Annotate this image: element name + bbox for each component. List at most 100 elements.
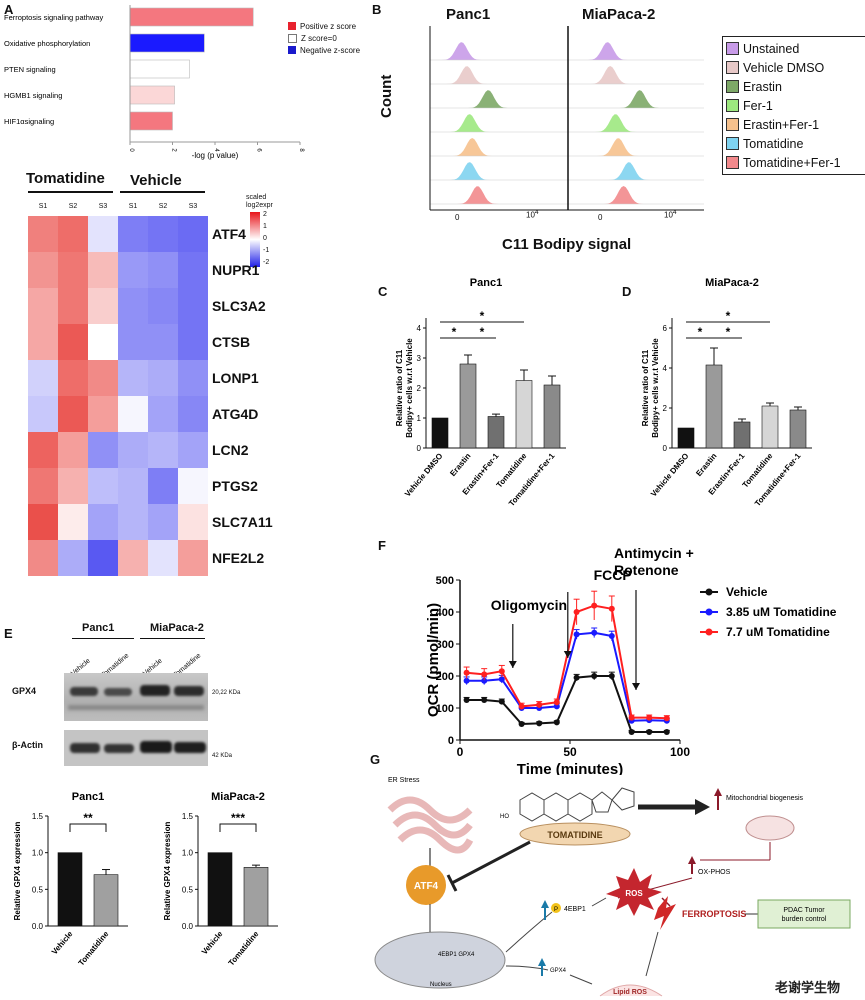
atf4-label: ATF4 — [414, 881, 439, 892]
gene-label: ATG4D — [212, 406, 259, 422]
ocr-point — [573, 631, 580, 638]
flow-histogram — [570, 66, 704, 84]
gene-label: NFE2L2 — [212, 550, 265, 566]
ocr-point — [498, 698, 505, 705]
heatmap-cell — [88, 360, 118, 396]
ocr-ytick-label: 400 — [436, 607, 454, 619]
ferroptosis-label: FERROPTOSIS — [682, 909, 746, 919]
gpx4-label: GPX4 — [550, 968, 567, 974]
gene-label: SLC3A2 — [212, 298, 266, 314]
heatmap-cell — [28, 504, 58, 540]
heatmap-cell — [118, 252, 148, 288]
pathway-bar-chart: Ferroptosis signaling pathway Oxidative p… — [4, 5, 304, 160]
gene-label: CTSB — [212, 334, 251, 350]
heatmap-cell — [88, 288, 118, 324]
heatmap-row — [28, 360, 208, 396]
heatmap-cell — [58, 468, 88, 504]
heatmap-cell — [28, 216, 58, 252]
flow-tick-4a: 104 — [526, 209, 539, 220]
flow-legend-label: Tomatidine — [743, 136, 804, 151]
gpx4-bar — [207, 852, 233, 927]
flow-histogram — [432, 90, 566, 108]
ocr-point — [591, 629, 598, 636]
ocr-point — [646, 729, 653, 735]
scale-tick: 2 — [263, 211, 267, 218]
flow-legend-item: Unstained — [726, 39, 864, 58]
ocr-point — [663, 729, 670, 735]
ocr-point — [553, 703, 560, 710]
ocr-point — [553, 719, 560, 726]
inhibit-arrow — [451, 840, 531, 885]
heatmap-cell — [118, 216, 148, 252]
bar-category-label: Vehicle DMSO — [403, 452, 444, 499]
heatmap-cell — [178, 504, 208, 540]
gpx4-chart-title: MiaPaca-2 — [211, 791, 265, 803]
sample-label: S2 — [158, 203, 168, 210]
flow-legend-label: Erastin+Fer-1 — [743, 117, 820, 132]
group-line-tomatidine — [28, 191, 113, 193]
gpx4-chart-title: Panc1 — [72, 791, 104, 803]
lipid-to-ferro — [645, 931, 659, 977]
group-line-vehicle — [120, 191, 205, 193]
ocr-point — [646, 714, 653, 721]
heatmap-colorbar — [250, 212, 260, 267]
panel-label-f: F — [378, 538, 386, 553]
heatmap-row — [28, 468, 208, 504]
flow-legend: Unstained Vehicle DMSO Erastin Fer-1 Erastin… — [722, 36, 865, 175]
flow-histogram — [432, 66, 566, 84]
heatmap-cell — [178, 324, 208, 360]
ocr-point — [463, 669, 470, 676]
band — [174, 686, 204, 696]
ocr-point — [628, 729, 635, 735]
ocr-annotation-arrowhead — [563, 651, 572, 658]
tomatidine-label: TOMATIDINE — [547, 830, 602, 840]
pathway-tick-label: 0 — [128, 148, 134, 152]
flow-legend-item: Fer-1 — [726, 96, 864, 115]
chart-title: Panc1 — [470, 277, 502, 289]
chart-ytick-label: 4 — [663, 364, 668, 373]
tomatidine-node — [519, 822, 631, 846]
ocr-point — [663, 715, 670, 722]
ocr-point — [573, 674, 580, 681]
tick-base: 10 — [526, 210, 535, 220]
blot-title-panc1: Panc1 — [82, 622, 115, 634]
blot-gpx4 — [64, 673, 208, 721]
up-arrowhead — [541, 900, 549, 908]
flow-histogram — [570, 42, 704, 60]
chart-ytick-label: 0 — [663, 444, 668, 453]
ocr-legend-label: 3.85 uM Tomatidine — [726, 605, 837, 619]
pathway-tick-label: 8 — [298, 148, 304, 152]
gpx4-ytick-label: 1.5 — [182, 812, 194, 821]
tick-exp: 4 — [534, 209, 539, 216]
flow-legend-swatch — [726, 42, 739, 55]
flow-histogram — [432, 42, 566, 60]
tick-exp: 4 — [672, 209, 677, 216]
gpx4-ytick-label: 1.5 — [32, 812, 44, 821]
bar — [515, 380, 533, 449]
lipid-membrane — [599, 984, 663, 997]
ocr-point — [463, 697, 470, 703]
heatmap-cell — [28, 468, 58, 504]
gpx4-path — [505, 965, 549, 971]
gpx4-ylabel: Relative GPX4 expression — [163, 822, 172, 921]
sample-label: S1 — [128, 203, 138, 210]
p-circle — [551, 903, 561, 913]
heatmap-cell — [118, 432, 148, 468]
panel-label-c: C — [378, 284, 388, 299]
gpx4-inhibit — [569, 974, 593, 985]
gpx4-ytick-label: 1.0 — [32, 849, 44, 858]
chart-ytick-label: 6 — [663, 324, 668, 333]
pathway-label: Oxidative phosphorylation — [4, 39, 90, 48]
gpx4-bar — [243, 867, 269, 927]
gpx4-ylabel: Relative GPX4 expression — [13, 822, 22, 921]
pdac-line-2: burden control — [782, 916, 827, 923]
flow-histogram — [432, 162, 566, 180]
flow-tick-4b: 104 — [664, 209, 677, 220]
legend-swatch — [288, 46, 296, 54]
chart-ytick-label: 2 — [663, 404, 668, 413]
blot-label-actin: β-Actin — [12, 740, 43, 750]
ocr-series-line — [466, 631, 667, 722]
gpx4-sig-bracket — [219, 823, 257, 832]
gpx4-bar-charts: Panc1 0.0 0.5 1.0 1.5 Relative GPX4 expressio… — [13, 791, 278, 968]
ros-label: ROS — [625, 889, 643, 898]
